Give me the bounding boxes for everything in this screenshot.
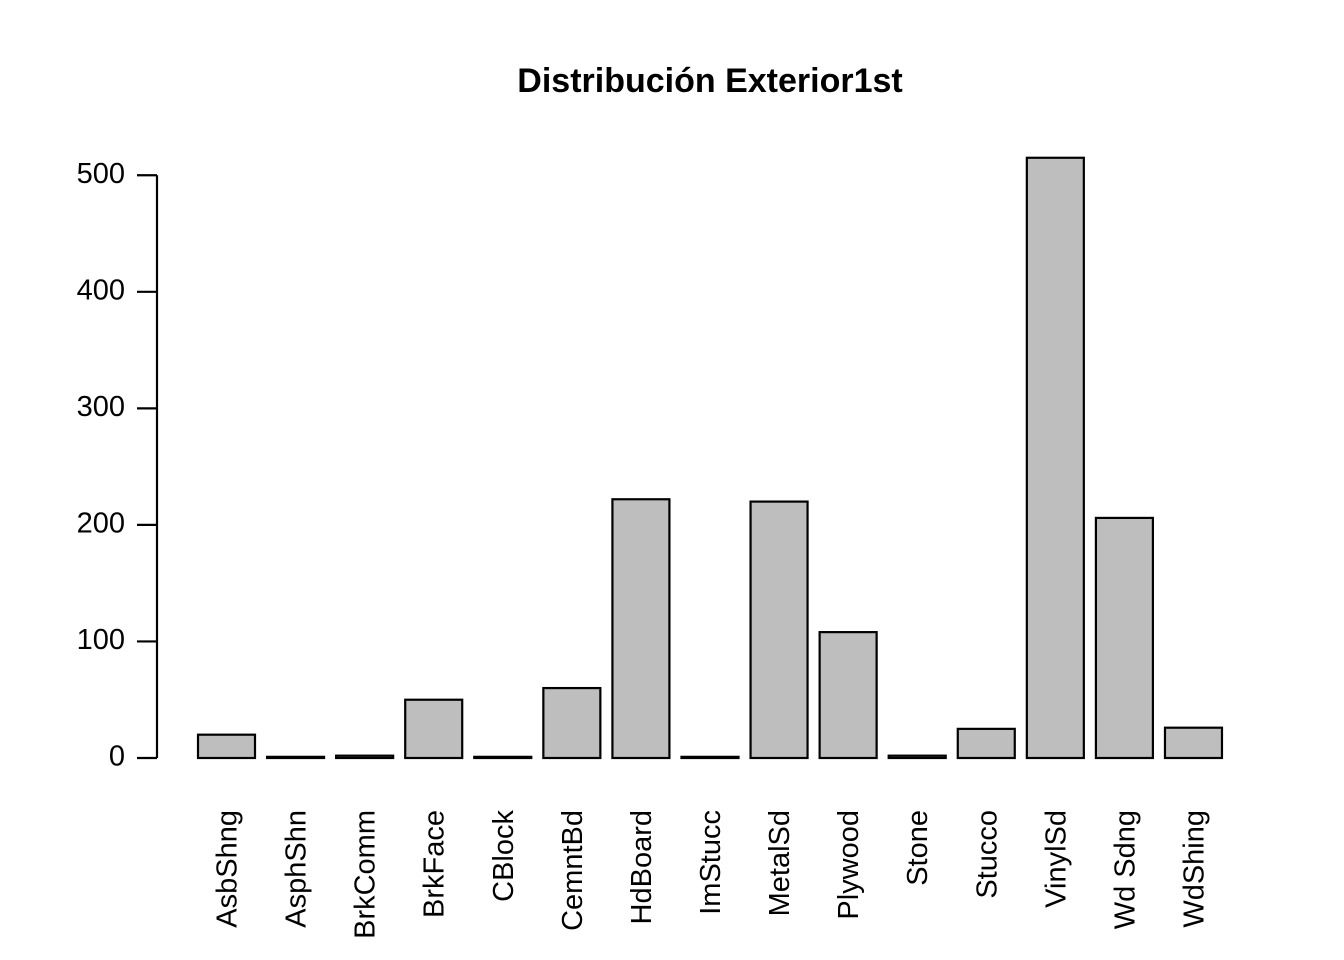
x-tick-label: Plywood <box>833 810 865 920</box>
y-tick-label: 400 <box>77 274 125 306</box>
bar-brkcomm <box>335 754 395 760</box>
x-tick-label: Wd Sdng <box>1109 810 1141 929</box>
bar-vinylsd <box>1025 156 1085 760</box>
bar-metalsd <box>749 500 809 760</box>
bar-wd-sdng <box>1094 516 1155 760</box>
y-tick-label: 200 <box>77 508 125 540</box>
bar-asbshng <box>196 733 257 760</box>
chart-title: Distribución Exterior1st <box>517 62 902 100</box>
x-tick-label: CemntBd <box>557 810 589 931</box>
x-tick-label: VinylSd <box>1040 810 1072 908</box>
bar-stucco <box>956 727 1016 760</box>
y-tick-label: 300 <box>77 391 125 423</box>
bar-brkface <box>404 698 464 760</box>
x-tick-label: HdBoard <box>626 810 658 924</box>
bar-stone <box>887 754 947 760</box>
bar-asphshn <box>265 755 326 760</box>
bars <box>196 156 1224 760</box>
x-tick-label: Stucco <box>971 810 1003 899</box>
bar-hdboard <box>611 498 671 760</box>
bar-cemntbd <box>542 686 602 760</box>
x-tick-label: MetalSd <box>764 810 796 916</box>
y-tick-label: 0 <box>109 741 125 773</box>
x-axis-labels: AsbShng AsphShn BrkComm BrkFace CBlock CemntB… <box>212 810 1211 939</box>
x-tick-label: BrkFace <box>419 810 451 918</box>
bar-imstucc <box>680 755 740 760</box>
bar-cblock <box>473 755 533 760</box>
x-tick-label: CBlock <box>488 810 520 902</box>
x-tick-label: Stone <box>902 810 934 886</box>
x-tick-label: AsphShn <box>281 810 313 928</box>
y-axis: 0 100 200 300 400 500 <box>77 158 159 773</box>
x-tick-label: ImStucc <box>695 810 727 915</box>
bar-wdshing <box>1163 726 1224 760</box>
x-tick-label: BrkComm <box>350 810 382 939</box>
y-tick-label: 100 <box>77 624 125 656</box>
y-tick-label: 500 <box>77 158 125 190</box>
x-tick-label: AsbShng <box>212 810 244 928</box>
x-tick-label: WdShing <box>1178 810 1210 928</box>
bar-plywood <box>818 631 878 760</box>
